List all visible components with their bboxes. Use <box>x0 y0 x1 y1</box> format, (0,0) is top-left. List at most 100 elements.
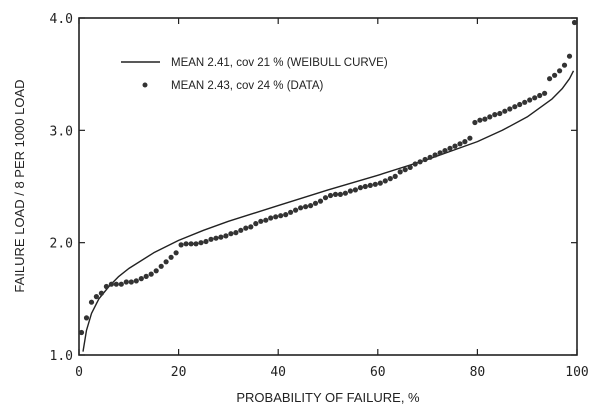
data-point <box>208 236 214 242</box>
data-point <box>243 225 249 231</box>
data-point <box>547 76 553 82</box>
data-point <box>103 283 109 290</box>
data-point <box>372 181 378 187</box>
data-point <box>143 273 149 279</box>
data-point <box>113 281 119 287</box>
data-point <box>223 233 229 239</box>
data-point <box>198 240 204 246</box>
x-tick-label: 80 <box>470 365 486 380</box>
data-points-series <box>78 19 578 336</box>
data-point <box>477 117 483 123</box>
data-point <box>283 212 289 218</box>
data-point <box>482 116 488 122</box>
data-point <box>268 215 274 221</box>
data-point <box>263 217 269 223</box>
data-point <box>83 315 90 321</box>
data-point <box>303 204 309 210</box>
data-point <box>128 279 134 285</box>
data-point <box>522 99 528 105</box>
data-point <box>467 135 473 141</box>
data-point <box>517 101 523 108</box>
data-point <box>228 231 234 237</box>
data-point <box>412 161 418 167</box>
y-axis: 1.0 2.0 3.0 4.0 <box>50 12 577 364</box>
data-point <box>507 106 513 112</box>
data-point <box>248 224 254 230</box>
data-point <box>552 72 558 78</box>
data-point <box>432 152 438 158</box>
data-point <box>178 242 184 248</box>
data-point <box>357 185 363 191</box>
data-point <box>183 241 189 247</box>
data-point <box>322 195 329 201</box>
plot-frame <box>78 17 578 356</box>
data-point <box>337 191 343 197</box>
data-point <box>188 241 194 247</box>
data-point <box>308 203 314 209</box>
data-point <box>123 279 129 285</box>
data-point <box>163 259 169 265</box>
data-point <box>298 205 304 211</box>
data-point <box>88 299 95 305</box>
data-point <box>332 191 339 197</box>
data-point <box>566 53 573 59</box>
x-tick-label: 20 <box>171 365 187 380</box>
data-point <box>447 145 453 151</box>
data-point <box>571 19 578 26</box>
data-point <box>203 238 209 245</box>
data-point <box>422 156 428 163</box>
data-point <box>98 290 104 296</box>
x-axis-title: PROBABILITY OF FAILURE, % <box>236 390 420 405</box>
data-point <box>402 167 408 173</box>
data-point <box>258 218 264 224</box>
data-point <box>427 154 433 160</box>
data-point <box>462 139 468 145</box>
data-point <box>437 150 443 156</box>
data-point <box>93 294 99 300</box>
data-point <box>561 62 568 68</box>
x-tick-label: 40 <box>270 365 286 380</box>
x-tick-label: 100 <box>565 365 588 380</box>
data-point <box>173 250 179 256</box>
data-point <box>78 329 85 336</box>
data-point <box>317 198 324 204</box>
series-layer <box>78 19 578 352</box>
data-point <box>502 108 508 114</box>
x-axis: 0 20 40 60 80 100 <box>75 18 589 380</box>
data-point <box>253 221 259 227</box>
data-point <box>407 164 413 170</box>
data-point <box>442 148 448 154</box>
data-point <box>327 192 334 199</box>
data-point <box>118 281 124 287</box>
data-point <box>537 92 543 99</box>
data-point <box>288 209 294 215</box>
data-point <box>213 235 219 241</box>
data-point <box>312 200 319 206</box>
data-point <box>218 234 224 240</box>
data-point <box>472 119 478 126</box>
y-tick-label: 4.0 <box>50 12 73 27</box>
data-point <box>392 173 398 179</box>
data-point <box>347 188 353 194</box>
data-point <box>527 97 533 103</box>
data-point <box>168 254 174 260</box>
data-point <box>542 90 548 96</box>
data-point <box>417 159 423 165</box>
data-point <box>367 182 373 188</box>
y-tick-label: 2.0 <box>50 237 73 252</box>
data-point <box>497 110 503 117</box>
data-point <box>352 187 358 193</box>
data-point <box>387 176 393 182</box>
y-tick-label: 3.0 <box>50 124 73 139</box>
data-point <box>362 183 368 190</box>
data-point <box>158 263 164 269</box>
data-point <box>138 276 144 282</box>
legend: MEAN 2.41, cov 21 % (WEIBULL CURVE) MEAN… <box>121 57 388 92</box>
data-point <box>557 68 563 74</box>
data-point <box>397 169 403 175</box>
data-point <box>238 227 244 233</box>
data-point <box>452 143 458 149</box>
data-point <box>512 104 518 110</box>
data-point <box>233 230 239 236</box>
